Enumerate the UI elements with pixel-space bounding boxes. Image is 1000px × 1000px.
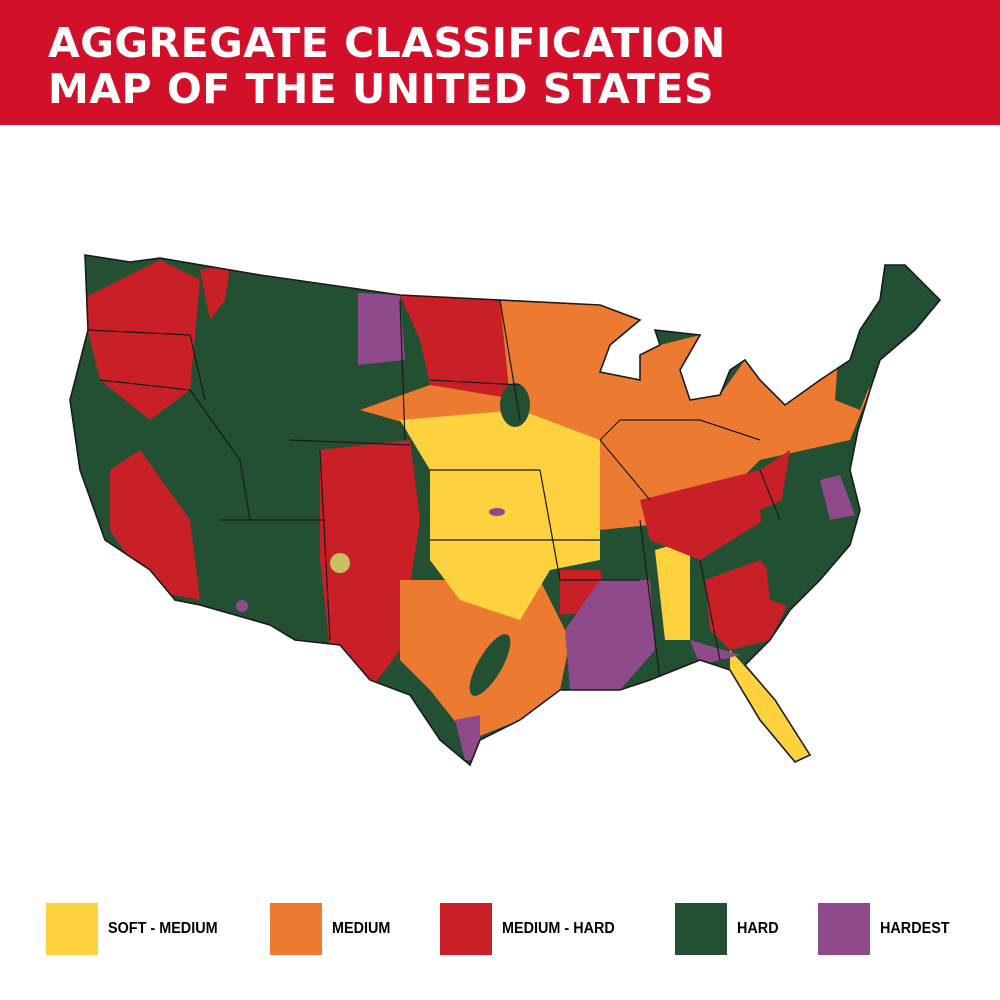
region-hardest-montana — [358, 293, 405, 365]
region-medium-hard-kentucky — [640, 450, 790, 560]
legend-item-hard: HARD — [675, 903, 783, 955]
region-hardest-mississippi — [565, 580, 655, 690]
title-banner: AGGREGATE CLASSIFICATION MAP OF THE UNIT… — [0, 0, 1000, 125]
legend-swatch — [675, 903, 727, 955]
region-medium-hard-oregon — [80, 260, 200, 420]
legend-swatch — [818, 903, 870, 955]
legend-swatch — [270, 903, 322, 955]
region-medium-hard-dakotas — [400, 295, 510, 400]
legend-swatch — [440, 903, 492, 955]
region-hardest-florida-panhandle — [690, 640, 740, 665]
map-title: AGGREGATE CLASSIFICATION MAP OF THE UNIT… — [48, 19, 726, 113]
region-medium-hard-colorado-nm — [320, 440, 420, 690]
region-medium-hard-idaho — [200, 265, 230, 320]
map-legend: SOFT - MEDIUM MEDIUM MEDIUM - HARD HARD … — [0, 903, 1000, 955]
legend-item-soft-medium: SOFT - MEDIUM — [46, 903, 230, 955]
region-hardest-virginia — [820, 475, 855, 520]
region-soft-medium-alabama — [655, 540, 690, 640]
region-hard-texas-spot — [469, 634, 511, 696]
region-soft-medium-florida — [730, 650, 810, 762]
state-borders — [87, 299, 781, 681]
region-spot-newmexico — [330, 553, 350, 573]
legend-item-medium: MEDIUM — [270, 903, 397, 955]
region-hardest-arizona-spot — [236, 600, 248, 612]
us-aggregate-map — [69, 254, 941, 766]
region-hardest-kansas-spot — [489, 508, 505, 516]
legend-item-hardest: HARDEST — [818, 903, 957, 955]
region-hard-minnesota-spot — [500, 383, 530, 427]
region-hardest-south-texas — [455, 715, 480, 760]
legend-swatch — [46, 903, 98, 955]
legend-item-medium-hard: MEDIUM - HARD — [440, 903, 627, 955]
